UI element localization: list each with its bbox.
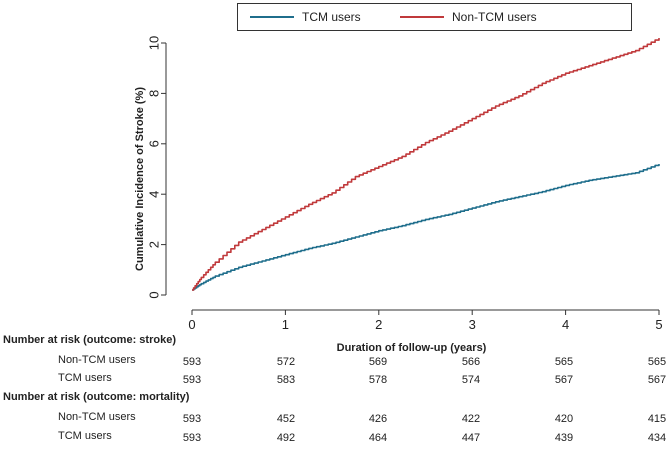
risk-value: 492 [276, 432, 296, 444]
legend-label-tcm: TCM users [302, 10, 361, 24]
x-tick-label: 2 [375, 317, 382, 332]
risk-value: 569 [368, 356, 388, 368]
x-axis-label: Duration of follow-up (years) [337, 342, 487, 354]
risk-value: 452 [276, 413, 296, 425]
x-tick-label: 4 [562, 317, 569, 332]
risk-row-label: Non-TCM users [58, 354, 136, 366]
risk-value: 415 [647, 413, 667, 425]
risk-value: 426 [368, 413, 388, 425]
risk-value: 565 [647, 356, 667, 368]
risk-value: 593 [182, 374, 202, 386]
y-tick-label: 2 [147, 241, 162, 248]
series-line-tcm-users [192, 164, 660, 291]
y-tick-label: 6 [147, 140, 162, 147]
risk-value: 567 [647, 374, 667, 386]
risk-value: 439 [554, 432, 574, 444]
legend-item-tcm: TCM users [250, 10, 361, 24]
risk-row-label: Non-TCM users [58, 411, 136, 423]
legend-label-non-tcm: Non-TCM users [452, 10, 537, 24]
x-tick-label: 3 [469, 317, 476, 332]
y-tick-label: 10 [147, 36, 162, 50]
risk-value: 422 [461, 413, 481, 425]
y-axis-label: Cumulative Incidence of Stroke (%) [134, 87, 146, 271]
risk-heading-stroke: Number at risk (outcome: stroke) [3, 334, 176, 346]
risk-value: 593 [182, 413, 202, 425]
risk-value: 583 [276, 374, 296, 386]
risk-value: 566 [461, 356, 481, 368]
risk-value: 578 [368, 374, 388, 386]
risk-value: 593 [182, 432, 202, 444]
legend-swatch-tcm [250, 16, 294, 18]
series-line-non-tcm-users [192, 38, 660, 291]
legend-item-non-tcm: Non-TCM users [400, 10, 537, 24]
risk-value: 572 [276, 356, 296, 368]
legend: TCM users Non-TCM users [237, 3, 632, 31]
risk-value: 434 [647, 432, 667, 444]
y-tick-label: 4 [147, 191, 162, 198]
risk-value: 447 [461, 432, 481, 444]
x-tick-label: 1 [282, 317, 289, 332]
risk-value: 565 [554, 356, 574, 368]
risk-value: 567 [554, 374, 574, 386]
x-tick-label: 5 [655, 317, 662, 332]
risk-row-label: TCM users [58, 372, 112, 384]
risk-value: 574 [461, 374, 481, 386]
risk-heading-mortality: Number at risk (outcome: mortality) [3, 391, 190, 403]
legend-swatch-non-tcm [400, 16, 444, 18]
x-tick-label: 0 [188, 317, 195, 332]
risk-value: 420 [554, 413, 574, 425]
risk-value: 464 [368, 432, 388, 444]
risk-value: 593 [182, 356, 202, 368]
y-tick-label: 0 [147, 291, 162, 298]
risk-row-label: TCM users [58, 430, 112, 442]
y-tick-label: 8 [147, 90, 162, 97]
